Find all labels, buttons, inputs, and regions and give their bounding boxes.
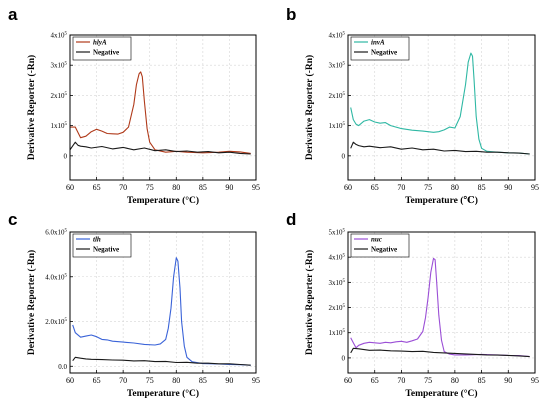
x-tick-label: 60 [66,376,74,385]
series-line-negative [350,347,530,358]
x-tick-label: 70 [119,376,127,385]
chart-panel-a: a 60 65 70 75 80 85 90 95 0 1x105 2x105 3x105 4x105 Te… [8,5,260,206]
legend-label: hlyA [93,39,107,47]
x-tick-label: 60 [344,183,352,192]
x-tick-label: 75 [424,376,432,385]
x-axis-label: Temperature (°C) [127,388,199,399]
legend: hlyA Negative [72,36,132,61]
y-tick-label: 4x105 [329,254,346,262]
chart-panel-c: c 60 65 70 75 80 85 90 95 0.0 2.0x105 4.0x105 6.0x10… [8,210,260,399]
x-axis-label: Temperature (°C) [405,388,477,399]
x-tick-label: 90 [504,376,512,385]
x-tick-label: 60 [66,183,74,192]
x-tick-label: 70 [397,376,405,385]
x-tick-label: 95 [252,376,260,385]
series-line-nuc [350,257,530,358]
y-tick-label: 4x105 [51,32,68,40]
x-tick-label: 65 [93,183,101,192]
y-tick-label: 0.0 [58,363,67,371]
panel-letter: b [286,5,296,24]
y-axis-label: Derivative Reporter (-Rn) [304,250,315,355]
y-tick-label: 3x105 [329,279,346,287]
series-line-negative [350,141,530,155]
y-tick-label: 2x105 [51,92,68,100]
x-tick-label: 95 [531,183,539,192]
y-tick-label: 6.0x105 [45,229,67,237]
x-tick-label: 90 [504,183,512,192]
x-tick-label: 95 [531,376,539,385]
legend: tlh Negative [72,233,132,258]
x-tick-label: 85 [199,376,207,385]
plot-frame [347,231,536,374]
panel-letter: d [286,210,296,229]
y-axis-label: Derivative Reporter (-Rn) [26,250,37,355]
y-tick-label: 4x105 [329,32,346,40]
x-tick-label: 65 [371,376,379,385]
legend-label: tlh [93,236,101,244]
y-axis-label: Derivative Reporter (-Rn) [26,55,37,160]
x-tick-label: 80 [172,376,180,385]
y-tick-label: 4.0x105 [45,273,67,281]
x-tick-label: 65 [93,376,101,385]
x-tick-label: 90 [225,376,233,385]
plot-frame [69,34,257,181]
x-tick-label: 65 [371,183,379,192]
x-tick-label: 80 [172,183,180,192]
legend-label: Negative [371,49,397,57]
y-tick-label: 2x105 [329,92,346,100]
y-axis-label: Derivative Reporter (-Rn) [304,55,315,160]
series-line-negative [72,356,251,366]
y-tick-label: 2.0x105 [45,318,67,326]
x-tick-label: 75 [424,183,432,192]
legend-label: Negative [93,246,119,254]
x-tick-label: 75 [146,183,154,192]
x-tick-label: 85 [199,183,207,192]
panel-letter: a [8,5,18,24]
x-tick-label: 70 [119,183,127,192]
legend-label: Negative [93,49,119,57]
x-tick-label: 80 [451,376,459,385]
x-tick-label: 90 [225,183,233,192]
legend-box [350,36,410,61]
x-tick-label: 85 [478,376,486,385]
x-tick-label: 60 [344,376,352,385]
y-tick-label: 5x105 [329,229,346,237]
legend: invA Negative [350,36,410,61]
y-tick-label: 3x105 [329,62,346,70]
chart-panel-d: d 60 65 70 75 80 85 90 95 0 1x105 2x105 3x105 4x105 5x… [286,210,539,399]
x-axis-label: Temperature (℃) [405,195,478,206]
x-tick-label: 70 [397,183,405,192]
y-tick-label: 0 [342,152,346,160]
series-line-inva [350,52,530,155]
panel-letter: c [8,210,17,229]
x-tick-label: 75 [146,376,154,385]
y-tick-label: 0 [342,354,346,362]
x-tick-label: 80 [451,183,459,192]
legend: nuc Negative [350,233,410,258]
plot-frame [347,34,536,181]
y-tick-label: 1x105 [51,122,68,130]
series-line-hlya [70,71,251,154]
chart-panel-b: b 60 65 70 75 80 85 90 95 0 1x105 2x105 3x105 4x105 Te… [286,5,539,206]
legend-label: invA [371,39,385,47]
series-line-negative [69,141,251,155]
y-tick-label: 3x105 [51,62,68,70]
x-tick-label: 85 [478,183,486,192]
legend-label: nuc [371,236,382,244]
x-axis-label: Temperature (°C) [127,195,199,206]
y-tick-label: 1x105 [329,122,346,130]
legend-box [350,233,410,258]
y-tick-label: 2x105 [329,304,346,312]
legend-box [72,36,132,61]
legend-label: Negative [371,246,397,254]
plot-frame [69,231,257,374]
series-line-tlh [72,257,251,366]
legend-box [72,233,132,258]
x-tick-label: 95 [252,183,260,192]
y-tick-label: 0 [64,152,68,160]
y-tick-label: 1x105 [329,329,346,337]
